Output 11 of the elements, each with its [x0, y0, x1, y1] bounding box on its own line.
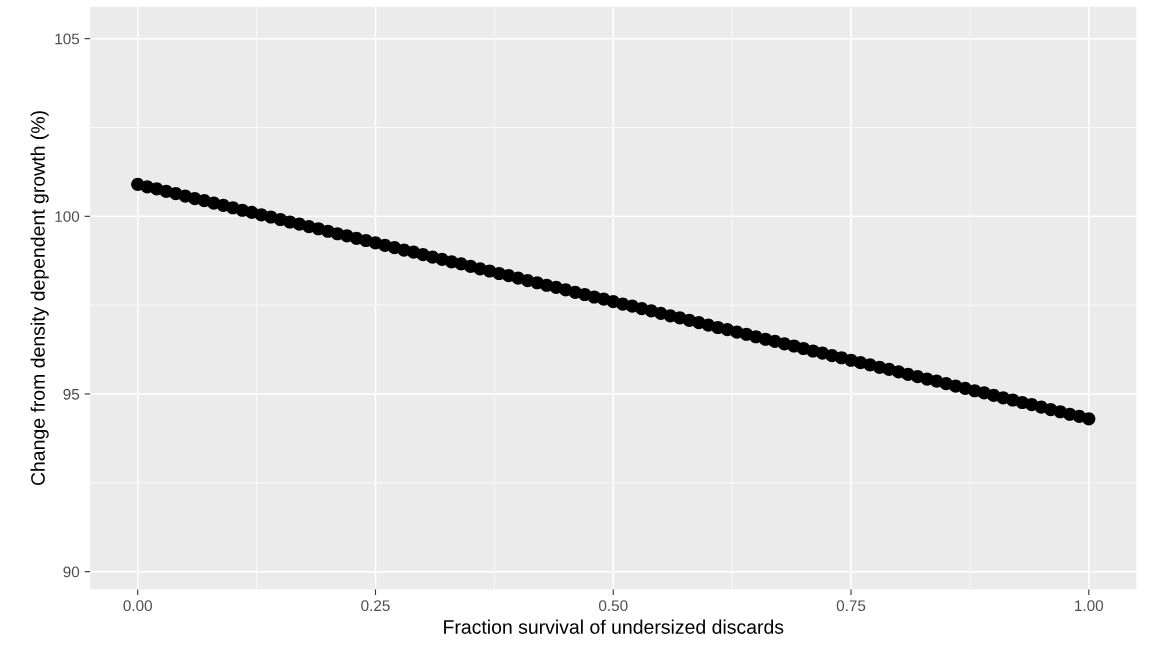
x-tick-label: 0.50 [598, 600, 628, 612]
x-tick-label: 1.00 [1075, 600, 1104, 612]
y-tick-label: 90 [63, 566, 80, 578]
y-tick-label: 100 [55, 211, 80, 222]
x-axis-title: Fraction survival of undersized discards [444, 619, 784, 634]
y-tick-label: 95 [63, 388, 80, 400]
y-tick-label: 105 [55, 33, 80, 45]
x-tick-label: 0.75 [836, 600, 866, 612]
y-axis-title: Change from density dependent growth (%) [30, 111, 49, 486]
x-tick-label: 0.25 [361, 600, 390, 612]
x-tick-label: 0.00 [123, 600, 152, 612]
